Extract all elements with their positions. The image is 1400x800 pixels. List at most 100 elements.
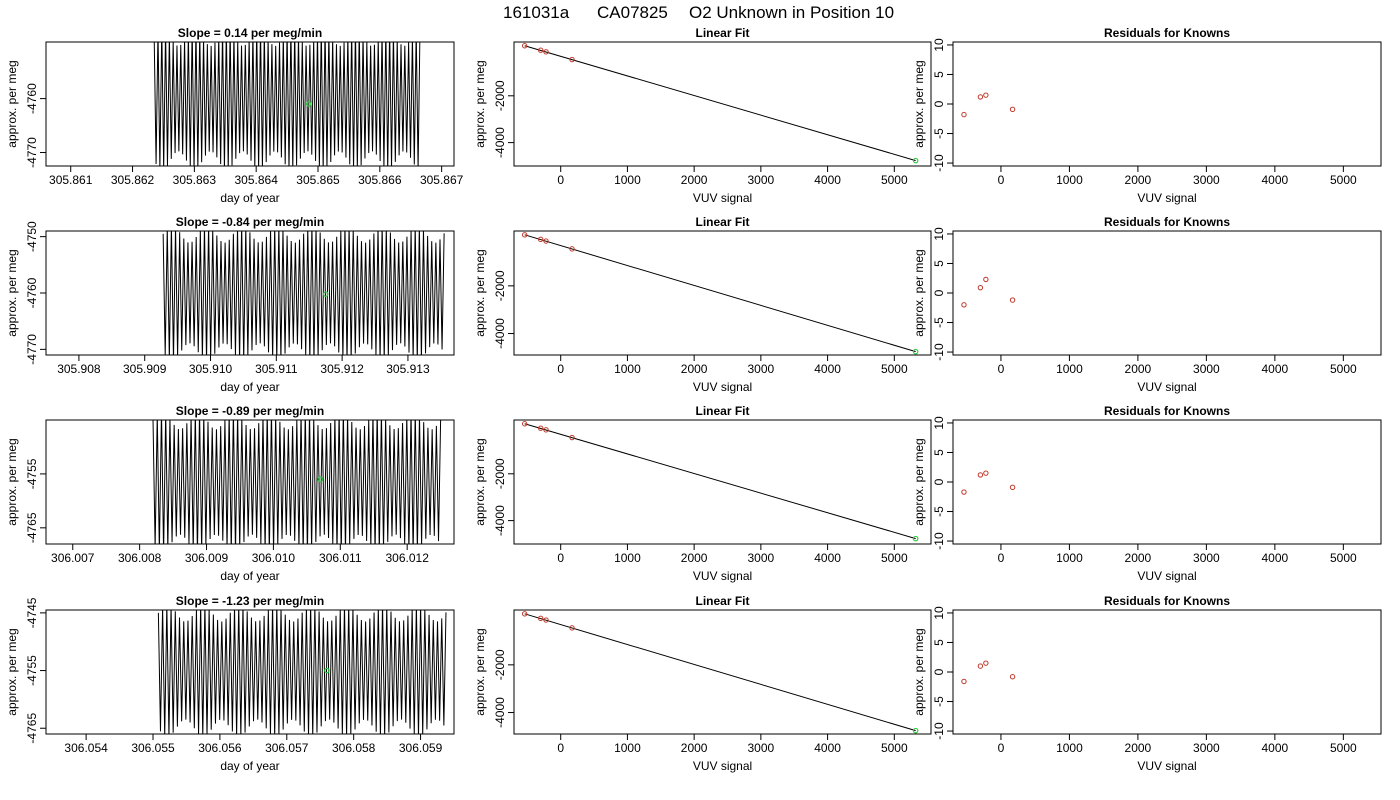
x-tick-label: 2000: [681, 173, 708, 187]
known-point: [537, 47, 544, 53]
unknown-point: [324, 667, 330, 674]
x-axis-label: day of year: [220, 759, 279, 773]
x-tick-label: 305.910: [189, 362, 233, 376]
y-tick-label: -2000: [493, 458, 507, 489]
fit-line: [524, 423, 916, 540]
chart-panel: Residuals for Knowns 0 1000 2000 3000 4000 500…: [912, 404, 1382, 583]
y-tick-label: -10: [932, 154, 946, 172]
plot-frame: [513, 230, 932, 356]
chart-panel: Residuals for Knowns 0 1000 2000 3000 4000 500…: [912, 26, 1382, 205]
known-point: [543, 238, 549, 244]
chart-panel: Linear Fit 0 1000 2000 3000 4000 5000 -2000 -400…: [473, 594, 932, 773]
y-tick-label: -2000: [493, 80, 507, 111]
unknown-point: [317, 476, 324, 483]
plot-frame: [45, 41, 455, 167]
y-tick-label: 5: [932, 639, 946, 646]
known-point: [977, 94, 984, 100]
x-tick-label: 0: [557, 741, 564, 755]
y-tick-label: -10: [932, 532, 946, 550]
y-tick-label: -4000: [493, 318, 507, 349]
x-tick-label: 5000: [881, 741, 908, 755]
known-point: [1009, 484, 1016, 491]
y-tick-label: -4770: [25, 137, 39, 168]
x-tick-label: 0: [557, 551, 564, 565]
x-tick-label: 305.867: [420, 173, 464, 187]
chart-panel: Slope = 0.14 per meg/min 305.861 305.862 30…: [5, 26, 464, 205]
x-tick-label: 5000: [881, 362, 908, 376]
x-tick-label: 3000: [1193, 173, 1220, 187]
known-point: [521, 611, 528, 617]
x-tick-label: 306.055: [131, 741, 175, 755]
y-tick-label: -5: [932, 128, 946, 139]
chart-panel: Linear Fit 0 1000 2000 3000 4000 5000 -2000 -400…: [473, 404, 932, 583]
known-point: [543, 49, 549, 55]
known-point: [521, 421, 528, 427]
x-tick-label: 3000: [748, 362, 775, 376]
chart-title: Slope = 0.14 per meg/min: [178, 26, 322, 40]
plot-area: [961, 660, 1016, 685]
y-tick-label: -10: [932, 722, 946, 740]
x-tick-label: 0: [998, 173, 1005, 187]
chart-title: Linear Fit: [695, 215, 749, 229]
plot-frame: [952, 41, 1382, 167]
measurement-trace: [152, 420, 442, 544]
main-title-tank: CA07825: [597, 3, 668, 22]
y-tick-label: 10: [932, 606, 946, 620]
y-axis-label: approx. per meg: [912, 60, 926, 147]
plot-area: [961, 276, 1016, 308]
measurement-trace: [153, 42, 421, 166]
y-axis-label: approx. per meg: [912, 249, 926, 336]
x-tick-label: 3000: [1193, 362, 1220, 376]
known-point: [543, 427, 549, 433]
x-tick-label: 0: [998, 551, 1005, 565]
y-axis-label: approx. per meg: [5, 249, 19, 336]
x-tick-label: 305.864: [234, 173, 278, 187]
plot-area: [521, 232, 919, 355]
x-tick-label: 5000: [1330, 173, 1357, 187]
plot-frame: [952, 230, 1382, 356]
chart-panel: Slope = -0.84 per meg/min 305.908 305.909 3…: [5, 215, 455, 394]
unknown-point: [322, 291, 329, 297]
y-axis-label: approx. per meg: [912, 438, 926, 525]
x-axis-label: VUV signal: [1137, 569, 1196, 583]
plot-area: [961, 470, 1016, 495]
y-tick-label: 0: [932, 100, 946, 107]
x-axis-label: VUV signal: [1137, 380, 1196, 394]
x-tick-label: 3000: [1193, 741, 1220, 755]
x-axis-label: VUV signal: [1137, 759, 1196, 773]
unknown-point: [912, 727, 919, 734]
x-axis-label: day of year: [220, 380, 279, 394]
plot-frame: [513, 609, 932, 735]
plot-frame: [513, 419, 932, 545]
plot-area: [521, 43, 919, 164]
known-point: [961, 111, 967, 118]
x-tick-label: 4000: [1262, 173, 1289, 187]
chart-title: Residuals for Knowns: [1104, 594, 1230, 608]
y-tick-label: -4755: [25, 458, 39, 489]
plot-area: [152, 420, 442, 544]
known-point: [983, 470, 989, 476]
known-point: [1009, 106, 1016, 113]
x-tick-label: 3000: [748, 173, 775, 187]
plot-area: [521, 611, 919, 734]
x-tick-label: 0: [557, 173, 564, 187]
x-tick-label: 2000: [1125, 362, 1152, 376]
plot-frame: [952, 419, 1382, 545]
x-tick-label: 306.057: [265, 741, 309, 755]
known-point: [977, 663, 984, 669]
x-axis-label: day of year: [220, 191, 279, 205]
y-axis-label: approx. per meg: [912, 628, 926, 715]
known-point: [961, 489, 967, 495]
y-axis-label: approx. per meg: [5, 628, 19, 715]
x-tick-label: 2000: [1125, 551, 1152, 565]
y-tick-label: -2000: [493, 649, 507, 680]
y-tick-label: 0: [932, 289, 946, 296]
x-tick-label: 3000: [748, 741, 775, 755]
x-tick-label: 306.059: [399, 741, 443, 755]
y-tick-label: 5: [932, 449, 946, 456]
x-tick-label: 0: [998, 741, 1005, 755]
x-tick-label: 306.058: [332, 741, 376, 755]
y-tick-label: 10: [932, 38, 946, 52]
measurement-trace: [162, 231, 445, 355]
measurement-trace: [157, 610, 447, 734]
